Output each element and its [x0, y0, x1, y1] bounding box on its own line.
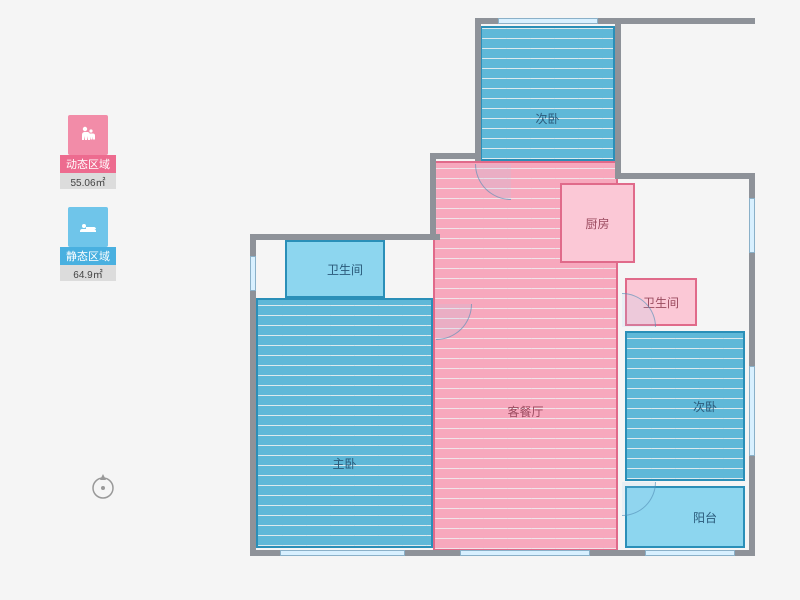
legend: 动态区域 55.06㎡ 静态区域 64.9㎡: [60, 115, 116, 299]
legend-label: 动态区域: [60, 155, 116, 173]
room-label: 主卧: [332, 455, 356, 472]
sleep-icon: [68, 207, 108, 247]
room-卫生间: 卫生间: [285, 240, 385, 298]
room-label: 卫生间: [327, 261, 363, 278]
room-次卧: 次卧: [625, 331, 745, 481]
window: [645, 550, 735, 556]
window: [280, 550, 405, 556]
wall: [250, 234, 440, 240]
room-label: 阳台: [693, 509, 717, 526]
wall: [615, 173, 755, 179]
wall: [430, 153, 436, 238]
room-次卧: 次卧: [480, 26, 615, 161]
window: [498, 18, 598, 24]
room-label: 厨房: [585, 215, 609, 232]
room-label: 客餐厅: [507, 403, 543, 420]
window: [250, 256, 256, 291]
legend-value: 55.06㎡: [60, 173, 116, 189]
room-主卧: 主卧: [256, 298, 433, 548]
legend-item-dynamic: 动态区域 55.06㎡: [60, 115, 116, 189]
people-icon: [68, 115, 108, 155]
compass-icon: [88, 470, 118, 500]
window: [460, 550, 590, 556]
legend-value: 64.9㎡: [60, 265, 116, 281]
room-厨房: 厨房: [560, 183, 635, 263]
room-label: 次卧: [693, 398, 717, 415]
window: [749, 366, 755, 456]
room-label: 次卧: [535, 110, 559, 127]
wall: [615, 18, 621, 178]
wall: [475, 18, 481, 161]
legend-label: 静态区域: [60, 247, 116, 265]
wall: [430, 153, 480, 159]
legend-item-static: 静态区域 64.9㎡: [60, 207, 116, 281]
window: [749, 198, 755, 253]
